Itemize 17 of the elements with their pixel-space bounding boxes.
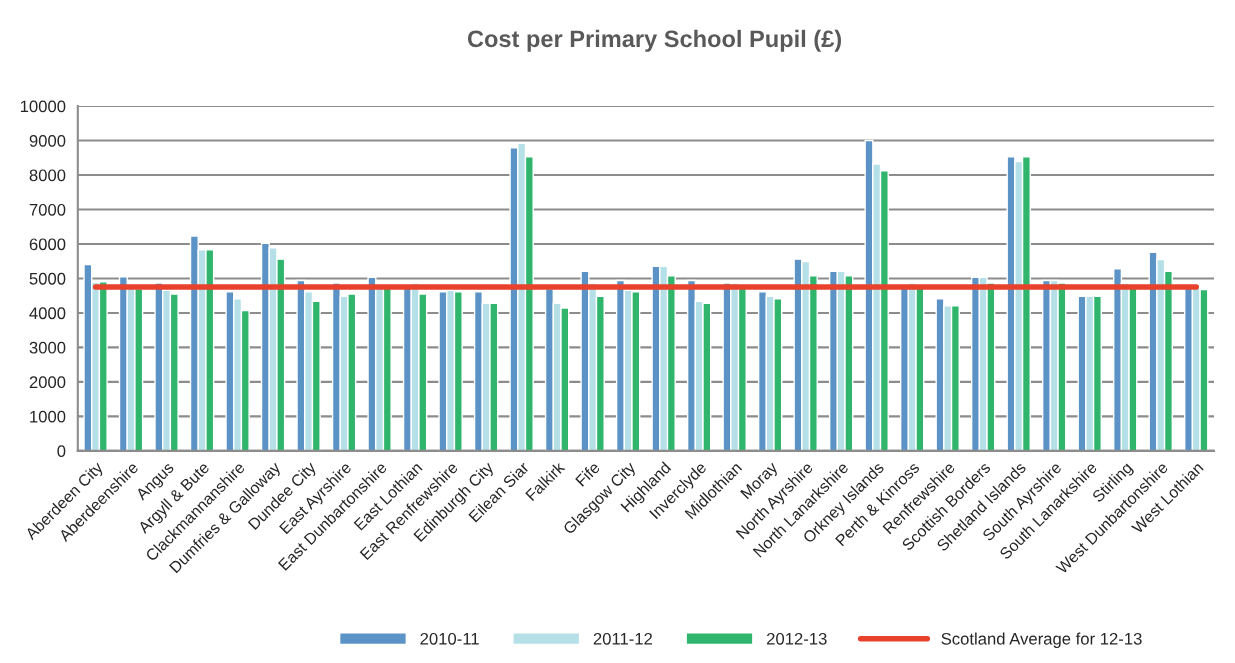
legend-label: 2011-12 <box>593 632 653 645</box>
y-tick-label: 2000 <box>29 376 66 389</box>
y-tick-label: 10000 <box>20 100 66 113</box>
y-tick-label: 9000 <box>29 134 66 147</box>
y-tick-label: 0 <box>57 445 66 458</box>
y-tick-label: 8000 <box>29 169 66 182</box>
legend-label: 2012-13 <box>767 632 827 645</box>
legend-label: Scotland Average for 12-13 <box>941 632 1142 648</box>
legend-label: 2010-11 <box>420 632 479 645</box>
y-tick-label: 4000 <box>29 307 66 320</box>
y-tick-label: 7000 <box>29 203 66 216</box>
chart-title: Cost per Primary School Pupil (£) <box>467 29 841 52</box>
y-tick-label: 1000 <box>30 410 66 423</box>
y-tick-label: 6000 <box>29 238 66 251</box>
x-tick-label: Fife <box>574 461 601 487</box>
y-tick-label: 3000 <box>29 341 66 354</box>
y-tick-label: 5000 <box>29 272 66 285</box>
